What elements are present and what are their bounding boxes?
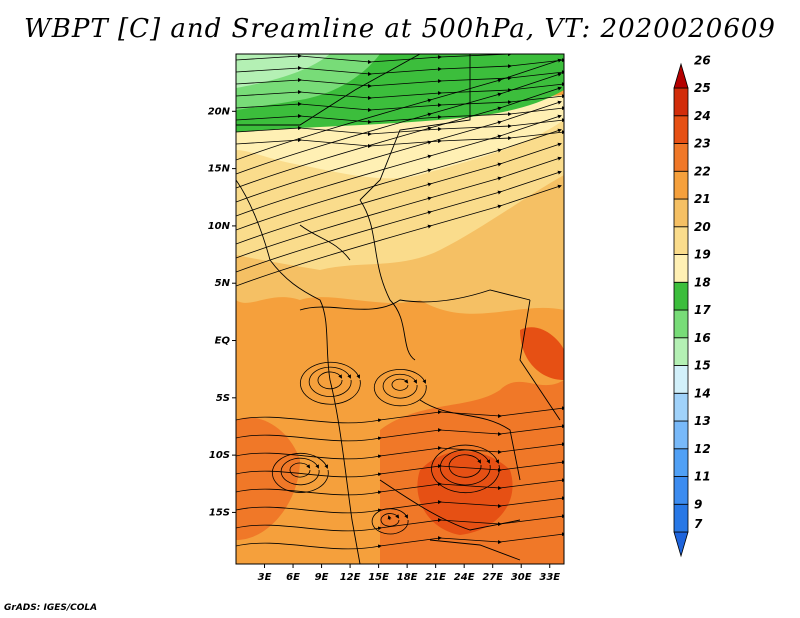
plot-area xyxy=(236,54,564,564)
colorbar-segment xyxy=(673,143,689,172)
colorbar-segment xyxy=(673,226,689,255)
streamline xyxy=(236,156,562,259)
colorbar-label: 16 xyxy=(694,331,711,345)
streamline xyxy=(373,369,427,407)
x-tick-label: 27E xyxy=(482,572,503,583)
streamline xyxy=(236,442,564,460)
colorbar-label: 23 xyxy=(694,137,711,151)
y-tick-label: 15N xyxy=(208,164,231,175)
chart-title: WBPT [C] and Sreamline at 500hPa, VT: 20… xyxy=(24,14,776,44)
colorbar-segment xyxy=(673,87,689,117)
streamline xyxy=(236,496,564,514)
x-tick-label: 3E xyxy=(258,572,272,583)
x-tick-label: 30E xyxy=(511,572,532,583)
y-tick-label: 5N xyxy=(215,278,231,289)
colorbar-label: 19 xyxy=(694,248,711,262)
streamline xyxy=(236,100,562,203)
colorbar-segment xyxy=(673,309,689,339)
streamline xyxy=(431,444,500,494)
wbpt-band-23-ne xyxy=(520,327,564,380)
streamline xyxy=(236,478,564,496)
streamline xyxy=(236,170,562,273)
streamline xyxy=(236,532,564,550)
colorbar-segment xyxy=(673,420,689,450)
colorbar-label: 21 xyxy=(694,192,711,206)
colorbar: 7 9 11 12 13 14 15 16 17 18 19 20 21 22 23 24 25 26 xyxy=(673,53,711,558)
streamline xyxy=(380,513,400,527)
y-tick-label: 10S xyxy=(209,450,230,461)
streamline xyxy=(236,58,562,161)
colorbar-label: 15 xyxy=(694,359,711,373)
streamline xyxy=(382,373,418,399)
colorbar-label: 13 xyxy=(694,414,711,428)
x-tick-label: 18E xyxy=(397,572,418,583)
colorbar-label: 14 xyxy=(694,386,711,400)
x-tick-label: 12E xyxy=(340,572,361,583)
x-tick-label: 15E xyxy=(368,572,389,583)
colorbar-segment xyxy=(673,115,689,144)
streamline xyxy=(236,514,564,532)
streamline xyxy=(280,457,320,486)
y-tick-label: 10N xyxy=(208,221,231,232)
footer-credit: GrADS: IGES/COLA xyxy=(4,603,98,613)
streamline xyxy=(271,452,329,493)
colorbar-segment xyxy=(673,365,689,394)
colorbar-label: 9 xyxy=(694,497,702,511)
colorbar-label: 20 xyxy=(694,220,711,234)
colorbar-label: 26 xyxy=(694,53,711,67)
x-tick-label: 24E xyxy=(454,572,475,583)
colorbar-label: 17 xyxy=(694,303,711,317)
streamline xyxy=(371,508,409,535)
streamline xyxy=(448,454,482,478)
colorbar-label: 24 xyxy=(694,109,711,123)
y-tick-label: EQ xyxy=(215,336,231,347)
streamline xyxy=(236,114,562,217)
streamline xyxy=(236,424,564,442)
colorbar-label: 22 xyxy=(694,164,711,178)
streamline xyxy=(317,371,343,390)
colorbar-segment xyxy=(673,170,689,200)
x-tick-label: 9E xyxy=(315,572,329,583)
colorbar-label: 12 xyxy=(694,442,711,456)
streamline xyxy=(236,142,562,245)
x-tick-label: 6E xyxy=(286,572,300,583)
streamline xyxy=(236,128,562,231)
y-tick-label: 15S xyxy=(209,507,230,518)
streamline xyxy=(236,72,562,175)
streamline xyxy=(289,462,311,478)
colorbar-segment xyxy=(673,476,689,505)
colorbar-label: 7 xyxy=(694,517,703,531)
colorbar-segment xyxy=(673,531,689,558)
streamline xyxy=(391,378,409,391)
x-tick-label: 33E xyxy=(539,572,560,583)
y-tick-label: 5S xyxy=(216,393,230,404)
colorbar-segment xyxy=(673,281,689,311)
streamline xyxy=(387,515,392,521)
y-tick-label: 20N xyxy=(208,106,231,117)
streamline xyxy=(236,460,564,478)
streamline xyxy=(236,184,562,287)
colorbar-segment xyxy=(673,254,689,283)
colorbar-segment xyxy=(673,503,689,533)
colorbar-segment xyxy=(673,448,689,477)
streamlines xyxy=(236,54,564,550)
streamline xyxy=(308,366,352,397)
x-axis: 3E 6E 9E 12E 15E 18E 21E 24E 27E 30E 33E xyxy=(258,564,560,583)
colorbar-segment xyxy=(673,62,689,89)
x-tick-label: 21E xyxy=(425,572,446,583)
colorbar-label: 18 xyxy=(694,275,711,289)
streamline xyxy=(439,449,491,486)
colorbar-label: 25 xyxy=(694,81,711,95)
colorbar-segment xyxy=(673,198,689,228)
streamline xyxy=(299,361,361,405)
streamline xyxy=(236,406,564,424)
streamline xyxy=(236,86,562,189)
y-axis: 20N 15N 10N 5N EQ 5S 10S 15S xyxy=(208,106,236,518)
colorbar-label: 11 xyxy=(694,470,711,484)
colorbar-segment xyxy=(673,392,689,422)
colorbar-segment xyxy=(673,337,689,366)
plot-frame xyxy=(235,53,565,565)
wbpt-band-22-west xyxy=(236,417,300,540)
